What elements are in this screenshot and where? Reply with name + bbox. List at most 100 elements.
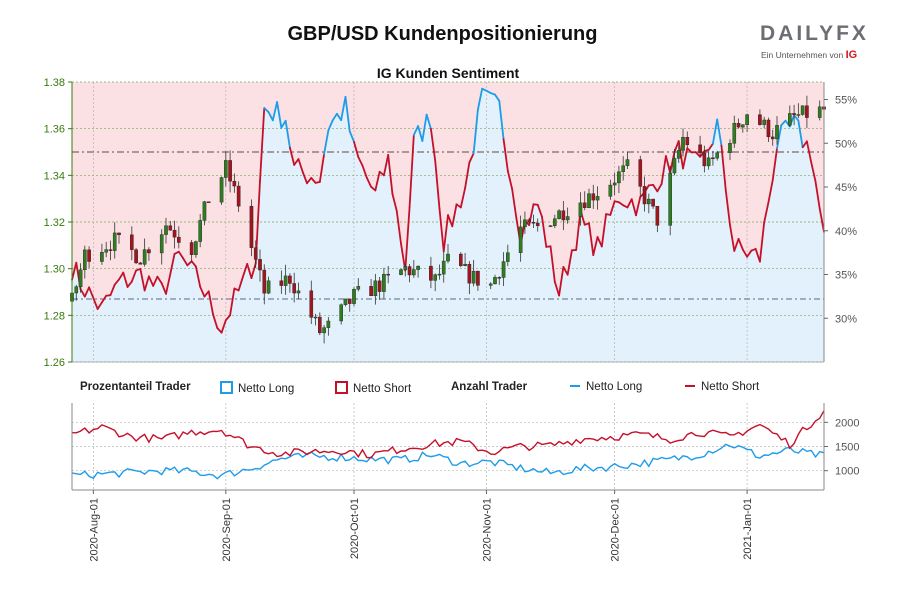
candle-body-up bbox=[796, 114, 801, 116]
candle-body-down bbox=[407, 266, 412, 276]
candle-body-down bbox=[206, 201, 211, 203]
x-axis-labels: 2020-Aug-01 2020-Sep-01 2020-Oct-01 2020-No… bbox=[88, 490, 754, 562]
percent-line-segment bbox=[635, 196, 642, 217]
percent-line-segment bbox=[365, 176, 372, 188]
percent-tick-label: 30% bbox=[835, 313, 857, 325]
percent-line-segment bbox=[250, 262, 257, 280]
percent-line-segment bbox=[665, 155, 672, 174]
count-tick-label: 1000 bbox=[835, 466, 859, 478]
logo-tagline: Ein Unternehmen von IG bbox=[761, 49, 857, 61]
percent-line-segment bbox=[271, 101, 278, 122]
candle-body-up bbox=[745, 114, 749, 125]
percent-line-segment bbox=[216, 327, 223, 334]
percent-line-segment bbox=[511, 187, 518, 220]
date-tick-label: 2020-Dec-01 bbox=[610, 498, 622, 562]
percent-line-segment bbox=[421, 113, 428, 142]
percent-line-segment bbox=[130, 269, 137, 283]
candle-body-up bbox=[668, 172, 672, 226]
percent-line-segment bbox=[506, 170, 513, 190]
percent-line-segment bbox=[186, 260, 193, 267]
lower-panel-lines bbox=[71, 410, 825, 480]
candle-body-down bbox=[638, 159, 643, 187]
candle-body-down bbox=[792, 113, 796, 115]
candle-body-up bbox=[775, 125, 779, 140]
candle-body-down bbox=[189, 242, 194, 255]
candle-body-up bbox=[463, 263, 467, 266]
candle-body-up bbox=[416, 265, 420, 270]
legend-count-long-label: Netto Long bbox=[586, 381, 643, 393]
candle-body-down bbox=[429, 265, 433, 281]
percent-line-segment bbox=[71, 261, 78, 281]
percent-line-segment bbox=[101, 294, 108, 304]
candle-body-up bbox=[198, 220, 202, 242]
percent-line-segment bbox=[229, 287, 236, 317]
candle-body-down bbox=[288, 275, 292, 284]
candle-body-down bbox=[258, 259, 262, 271]
candle-body-up bbox=[548, 225, 553, 227]
percent-tick-label: 50% bbox=[835, 138, 857, 150]
lower-panel-axes: 1000 1500 2000 bbox=[71, 403, 859, 491]
price-tick-label: 1.26 bbox=[44, 357, 65, 369]
candle-body-down bbox=[702, 152, 707, 167]
percent-line-segment bbox=[293, 158, 300, 166]
candle-body-up bbox=[412, 269, 416, 276]
chart-subtitle: IG Kunden Sentiment bbox=[376, 65, 520, 81]
percent-line-segment bbox=[327, 119, 334, 132]
candle-body-down bbox=[531, 221, 536, 224]
candle-body-up bbox=[403, 266, 408, 270]
percent-line-segment bbox=[562, 266, 569, 276]
candle-body-up bbox=[202, 201, 207, 221]
candle-body-up bbox=[523, 219, 527, 228]
candle-body-down bbox=[249, 205, 254, 248]
percent-line-segment bbox=[588, 222, 595, 256]
percent-line-segment bbox=[224, 314, 231, 322]
candle-body-up bbox=[433, 274, 437, 281]
percent-line-segment bbox=[113, 278, 120, 286]
candle-body-down bbox=[292, 283, 296, 294]
logo-brand: IG bbox=[845, 49, 858, 61]
candle-body-down bbox=[698, 144, 702, 154]
percent-line-segment bbox=[408, 134, 415, 209]
candle-body-up bbox=[83, 249, 87, 271]
percent-line-segment bbox=[310, 177, 317, 184]
percent-line-segment bbox=[387, 154, 394, 195]
legend-percent-short: Netto Short bbox=[335, 381, 411, 395]
price-tick-label: 1.30 bbox=[44, 264, 65, 276]
candle-body-up bbox=[224, 160, 228, 178]
percent-line-segment bbox=[814, 180, 821, 210]
candle-body-down bbox=[87, 249, 91, 262]
percent-line-segment bbox=[767, 179, 774, 204]
percent-line-segment bbox=[575, 209, 582, 251]
percent-line-segment bbox=[353, 140, 360, 158]
percent-line-segment bbox=[276, 101, 283, 129]
net-short-area bbox=[72, 82, 824, 333]
candle-body-up bbox=[74, 286, 79, 294]
percent-line-segment bbox=[754, 248, 761, 263]
candle-body-up bbox=[352, 289, 356, 304]
candle-body-down bbox=[117, 232, 121, 236]
percent-line-segment bbox=[729, 224, 736, 252]
candle-body-up bbox=[142, 249, 147, 265]
candle-body-down bbox=[591, 193, 596, 201]
percent-line-segment bbox=[759, 221, 766, 263]
logo-word: DAILYFX bbox=[760, 22, 869, 45]
candle-body-up bbox=[399, 269, 403, 275]
percent-line-segment bbox=[592, 236, 599, 256]
candle-body-up bbox=[159, 234, 164, 254]
percent-line-segment bbox=[143, 275, 150, 292]
price-tick-label: 1.28 bbox=[44, 310, 65, 322]
percent-line-segment bbox=[165, 273, 172, 295]
legend-short-square-icon bbox=[335, 381, 348, 394]
candle-body-down bbox=[497, 277, 502, 279]
candle-body-down bbox=[309, 290, 314, 318]
candle-body-down bbox=[386, 273, 390, 276]
percent-line-segment bbox=[118, 271, 125, 281]
candle-body-up bbox=[501, 261, 506, 278]
percent-line-segment bbox=[297, 158, 304, 173]
percent-line-segment bbox=[609, 200, 616, 216]
percent-line-segment bbox=[126, 280, 133, 288]
legend-group-count: Anzahl Trader bbox=[451, 381, 528, 393]
percent-line-segment bbox=[793, 114, 800, 122]
percent-line-segment bbox=[677, 140, 684, 170]
percent-line-segment bbox=[660, 155, 667, 185]
